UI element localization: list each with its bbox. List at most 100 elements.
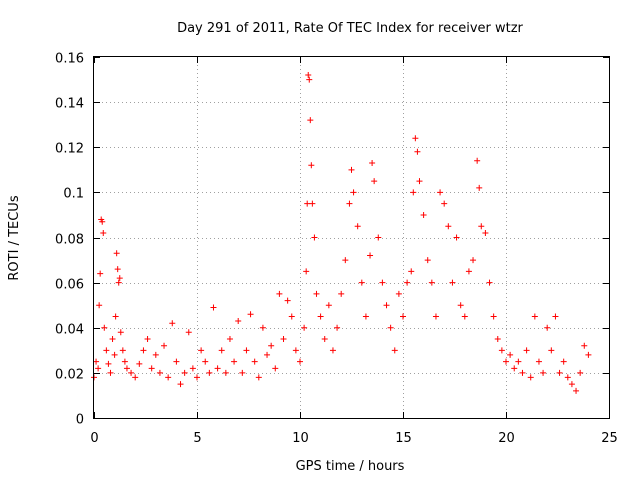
y-tick-label: 0.1	[63, 187, 84, 202]
data-point	[247, 311, 254, 318]
data-point	[470, 257, 477, 264]
data-point	[350, 189, 357, 196]
data-point	[585, 351, 592, 358]
data-point	[235, 317, 242, 324]
data-point	[305, 72, 312, 79]
data-point	[523, 347, 530, 354]
data-point	[119, 347, 126, 354]
data-point	[251, 358, 258, 365]
data-point	[117, 329, 124, 336]
data-point	[317, 313, 324, 320]
data-point	[416, 178, 423, 185]
data-point	[531, 313, 538, 320]
data-point	[383, 302, 390, 309]
data-point	[222, 369, 229, 376]
chart-title: Day 291 of 2011, Rate Of TEC Index for r…	[177, 21, 523, 36]
data-point	[255, 374, 262, 381]
data-point	[490, 313, 497, 320]
data-point	[568, 381, 575, 388]
data-point	[259, 324, 266, 331]
data-point	[112, 313, 119, 320]
data-point	[202, 358, 209, 365]
data-point	[100, 229, 107, 236]
data-point	[313, 290, 320, 297]
data-point	[400, 313, 406, 320]
data-point	[218, 347, 225, 354]
data-point	[311, 234, 318, 241]
data-point	[280, 336, 287, 343]
x-tick-label: 0	[90, 431, 98, 446]
data-point	[177, 381, 184, 388]
data-point	[161, 342, 168, 349]
data-point	[95, 365, 102, 372]
data-point	[109, 336, 116, 343]
data-point	[395, 290, 402, 297]
data-point	[243, 347, 250, 354]
data-point	[306, 76, 313, 83]
data-point	[527, 374, 534, 381]
data-point	[371, 178, 378, 185]
data-point	[288, 313, 295, 320]
data-point	[414, 148, 421, 155]
x-tick-label: 25	[601, 431, 618, 446]
y-tick-label: 0.02	[55, 368, 84, 383]
y-tick-label: 0.06	[55, 278, 84, 293]
data-point	[432, 313, 439, 320]
data-point	[307, 117, 314, 124]
x-axis-label: GPS time / hours	[296, 459, 405, 474]
data-point	[93, 358, 100, 365]
y-tick-label: 0.04	[55, 323, 84, 338]
data-point	[329, 347, 336, 354]
data-point	[292, 347, 299, 354]
data-point	[276, 290, 283, 297]
data-point	[486, 279, 493, 286]
data-point	[148, 365, 155, 372]
data-point	[198, 347, 205, 354]
data-point	[185, 329, 192, 336]
data-point	[140, 347, 147, 354]
data-point	[325, 302, 332, 309]
data-point	[144, 336, 151, 343]
data-point	[214, 365, 221, 372]
data-point	[226, 336, 233, 343]
data-point	[453, 234, 460, 241]
data-points	[91, 72, 592, 394]
data-point	[494, 336, 501, 343]
data-point	[101, 324, 108, 331]
data-point	[410, 189, 417, 196]
data-point	[264, 351, 271, 358]
data-point	[437, 189, 444, 196]
data-point	[449, 279, 456, 286]
data-point	[420, 211, 427, 218]
data-point	[210, 304, 217, 311]
data-point	[556, 369, 563, 376]
data-point	[552, 313, 559, 320]
data-point	[114, 266, 121, 273]
data-point	[308, 162, 315, 169]
data-point	[136, 360, 143, 367]
data-point	[511, 365, 518, 372]
data-point	[189, 365, 196, 372]
data-point	[268, 342, 275, 349]
data-point	[301, 324, 308, 331]
data-point	[573, 387, 580, 394]
data-point	[103, 347, 110, 354]
x-tick-label: 10	[292, 431, 309, 446]
data-point	[113, 250, 120, 257]
y-axis-ticks: 0 0.02 0.04 0.06 0.08 0.1 0.12 0.14 0.16	[55, 52, 609, 428]
data-point	[304, 200, 311, 207]
data-point	[369, 160, 376, 167]
data-point	[428, 279, 435, 286]
data-point	[152, 351, 159, 358]
data-point	[476, 184, 483, 191]
data-point	[284, 297, 291, 304]
data-point	[404, 279, 411, 286]
data-point	[303, 268, 310, 275]
data-point	[461, 313, 468, 320]
data-point	[115, 279, 122, 286]
data-point	[99, 218, 106, 225]
data-point	[156, 369, 163, 376]
x-axis-ticks: 0 5 10 15 20 25	[90, 57, 618, 446]
data-point	[540, 369, 547, 376]
